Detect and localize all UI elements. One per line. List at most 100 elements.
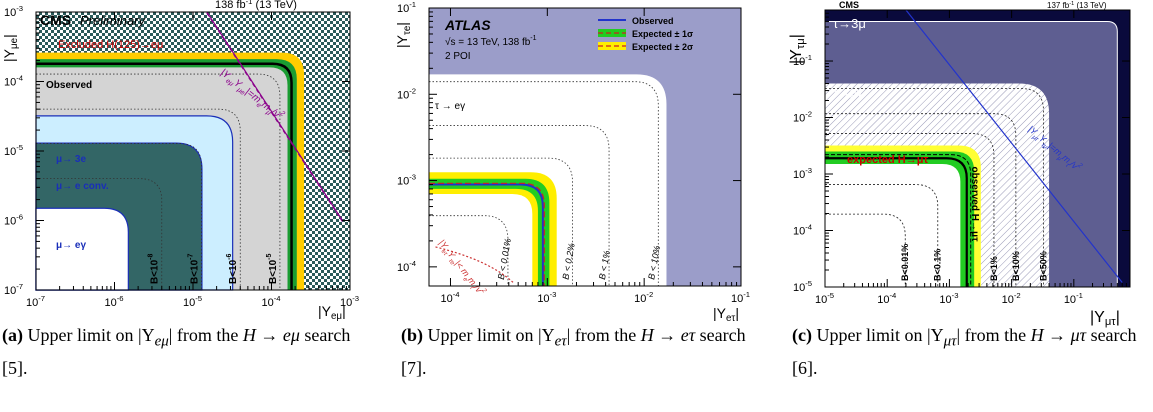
branching-label: B<10-8	[148, 253, 161, 284]
caption-b-h: H	[640, 325, 654, 345]
expected-limit-line	[825, 154, 972, 287]
caption-c-mid: | from the	[956, 325, 1031, 345]
a-x-tick-label: 10-4	[262, 294, 282, 309]
caption-c-pre: Upper limit on |Y	[816, 325, 944, 345]
chart-c: B<0.01% B<0.1% B<1% B<10% B<50%|YμτYτμ|=mμmτ…	[788, 0, 1131, 328]
a-x-tick-label: 10-7	[26, 294, 45, 309]
caption-c-final: μτ	[1070, 325, 1087, 345]
legend-entry: Observed	[632, 16, 674, 26]
c-x-tick-label: 10-1	[1064, 291, 1083, 306]
caption-c-post: search [6].	[792, 325, 1137, 378]
branching-label: B<50%	[1038, 251, 1048, 281]
caption-a-final: eμ	[282, 325, 300, 345]
panel-a: B<10-8 B<10-7 B<10-6 B<10-5 Excluded H(125)→…	[0, 0, 370, 412]
observed-allowed	[825, 164, 961, 287]
caption-a-pre: Upper limit on |Y	[27, 325, 155, 345]
caption-b-sub: eτ	[554, 333, 567, 350]
energy-label: √s = 13 TeV, 138 fb-1	[445, 35, 537, 48]
c-y-tick-label: 10-4	[793, 223, 813, 238]
mu-e-gamma-region	[35, 207, 129, 291]
b-plot-frame	[428, 7, 742, 287]
branching-contour	[825, 88, 1044, 287]
branching-label: B<10%	[1011, 251, 1021, 281]
branching-label: B<0.1%	[933, 249, 943, 281]
lumi-label: 138 fb-1 (13 TeV)	[215, 0, 297, 11]
mu-e-gamma-label: μ→ eγ	[56, 240, 86, 251]
a-y-tick-label: 10-3	[4, 4, 23, 19]
chart-b: B < 0.01% B < 0.2% B < 1% B < 10%|YeτYτe|< …	[394, 0, 750, 324]
a-x-tick-label: 10-6	[105, 294, 124, 309]
caption-a: (a) Upper limit on |Yeμ| from the H → eμ…	[2, 322, 357, 381]
caption-a-arrow: →	[255, 325, 283, 345]
caption-a-h: H	[242, 325, 256, 345]
caption-c-h: H	[1030, 325, 1044, 345]
caption-a-post: search [5].	[2, 325, 351, 378]
c-x-tick-label: 10-4	[877, 291, 897, 306]
branching-contour	[36, 108, 241, 290]
y-axis-label-group: |Yτμ|	[788, 34, 807, 64]
b-x-tick-label: 10-2	[634, 290, 653, 305]
caption-b-pre: Upper limit on |Y	[427, 325, 555, 345]
caption-a-mid: | from the	[168, 325, 243, 345]
a-y-tick-label: 10-4	[4, 74, 24, 89]
y-axis-label: |Yτμ|	[788, 34, 807, 64]
a-y-tick-label: 10-6	[4, 213, 23, 228]
c-x-tick-label: 10-3	[939, 291, 958, 306]
branching-label-group: B<10-8	[148, 253, 161, 284]
panel-b: B < 0.01% B < 0.2% B < 1% B < 10% |YeτYτe|< …	[393, 0, 768, 412]
caption-c-sub: μτ	[943, 333, 957, 350]
caption-c-tag: (c)	[792, 325, 812, 345]
caption-b-post: search [7].	[401, 325, 746, 378]
b-y-tick-label: 10-1	[397, 0, 416, 15]
b-x-tick-label: 10-1	[731, 290, 750, 305]
caption-c-arrow: →	[1043, 325, 1071, 345]
branching-label-group: B<50%	[1038, 251, 1048, 281]
branching-label: B<10-5	[266, 253, 279, 284]
b-y-tick-label: 10-4	[397, 259, 417, 274]
branching-label-group: B<10-6	[226, 253, 239, 284]
branching-label-group: B<10%	[1011, 251, 1021, 281]
branching-label-group: B<0.01%	[900, 244, 910, 281]
a-y-tick-label: 10-5	[4, 143, 23, 158]
legend-entry: Expected ± 1σ	[632, 29, 693, 39]
branching-contour	[429, 215, 509, 286]
c-y-tick-label: 10-1	[793, 53, 812, 68]
caption-b-mid: | from the	[566, 325, 641, 345]
observed-limit-line	[36, 62, 293, 290]
observed-label: observed H→μτ	[969, 166, 980, 242]
experiment-label: CMS	[839, 0, 859, 10]
branching-contour	[429, 125, 610, 286]
caption-b-final: eτ	[680, 325, 696, 345]
branching-label-group: B<10-7	[187, 253, 200, 284]
branching-label: B<10-7	[187, 253, 200, 284]
branching-contour	[36, 73, 281, 290]
branching-contour	[429, 157, 573, 286]
expected-label: expected H→μτ	[847, 154, 928, 166]
branching-contour	[429, 81, 659, 286]
c-x-tick-label: 10-5	[815, 291, 834, 306]
naturalness-label-group: |YeμYμe|=memμ/v2	[217, 66, 286, 125]
expected-limit-line	[429, 182, 545, 286]
caption-b: (b) Upper limit on |Yeτ| from the H → eτ…	[401, 322, 761, 381]
b-x-tick-label: 10-3	[537, 290, 556, 305]
naturalness-curve	[435, 246, 515, 284]
status-label: Preliminary	[80, 13, 147, 28]
branching-label: B<0.01%	[900, 244, 910, 281]
legend-entry: Expected ± 2σ	[632, 42, 693, 52]
x-axis-label: |Yeτ|	[713, 305, 739, 324]
experiment-label: CMS	[40, 12, 71, 28]
legend-swatch	[598, 42, 626, 50]
a-y-tick-label: 10-7	[4, 282, 23, 297]
caption-a-tag: (a)	[2, 325, 23, 345]
branching-contour	[36, 143, 202, 290]
excluded-label: Excluded H(125)→eμ	[58, 39, 163, 51]
poi-label: 2 POI	[445, 51, 471, 62]
y-axis-label-group: |Yτe|	[394, 22, 413, 48]
naturalness-label: |YeμYμe|=memμ/v2	[217, 66, 286, 125]
branching-contour	[825, 213, 906, 287]
tau-mu-gamma-label: τ→μγ	[833, 85, 863, 99]
caption-c: (c) Upper limit on |Yμτ| from the H → μτ…	[792, 322, 1152, 381]
observed-limit-line	[825, 157, 968, 287]
branching-contour	[825, 184, 939, 287]
branching-label-group: B<0.1%	[933, 249, 943, 281]
